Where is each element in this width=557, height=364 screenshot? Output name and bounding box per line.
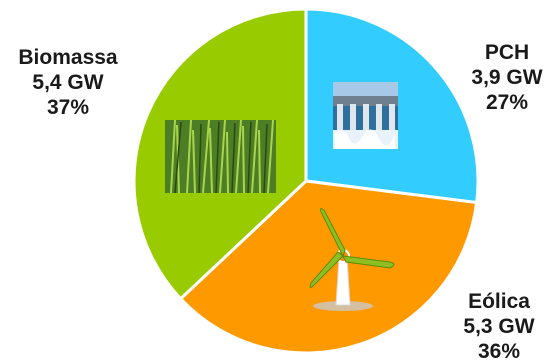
slice-name: PCH <box>484 41 530 64</box>
slice-label-pch: PCH 3,9 GW 27% <box>457 40 557 115</box>
slice-value: 5,4 GW <box>32 71 104 94</box>
slice-value: 5,3 GW <box>463 315 535 338</box>
grass-photo-icon <box>165 119 276 194</box>
slice-label-eolica: Eólica 5,3 GW 36% <box>444 289 554 364</box>
slice-name: Eólica <box>468 290 530 313</box>
slice-name: Biomassa <box>18 46 118 69</box>
slice-percent: 27% <box>485 91 529 114</box>
slice-percent: 36% <box>477 340 521 363</box>
slice-percent: 37% <box>46 96 90 119</box>
slice-label-biomassa: Biomassa 5,4 GW 37% <box>8 45 128 120</box>
slice-value: 3,9 GW <box>471 66 543 89</box>
wind-turbine-icon <box>309 208 395 311</box>
hydroelectric-dam-icon <box>333 82 398 149</box>
